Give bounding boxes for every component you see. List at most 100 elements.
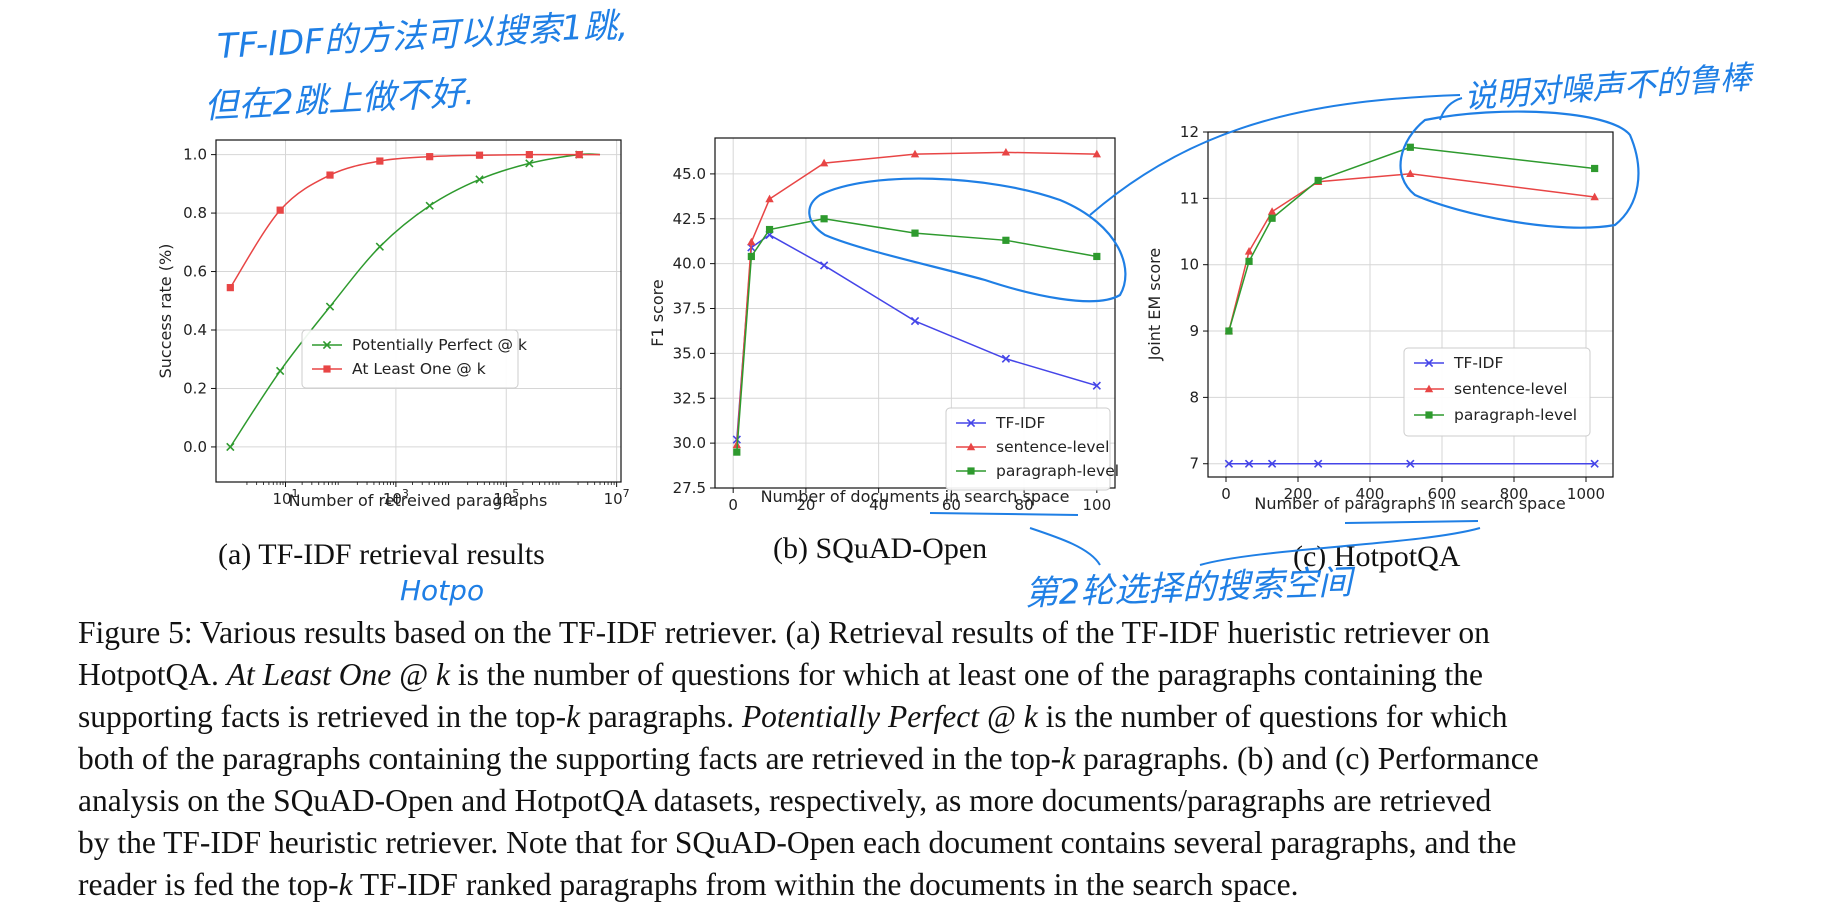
subcaption-b: (b) SQuAD-Open <box>773 532 988 565</box>
chart-hotpotqa: 7 8 9 10 11 12 0 200 400 600 800 1000 Number of par… <box>1145 123 1614 513</box>
legend-label-sentence-level: sentence-level <box>996 438 1109 456</box>
point-at-least-one-k <box>575 151 583 159</box>
point-tf-idf <box>1313 459 1323 468</box>
legend-marker-paragraph-level <box>967 467 975 475</box>
point-paragraph-level <box>733 448 741 456</box>
y-tick-label: 11 <box>1180 189 1199 207</box>
plot-a-marks <box>226 150 601 452</box>
annotation-note-2: 但在2跳上做不好. <box>203 73 475 127</box>
point-at-least-one-k <box>376 157 384 165</box>
point-potentially-perfect-k <box>325 302 335 311</box>
point-at-least-one-k <box>226 284 234 292</box>
annotation-underline-c <box>1344 520 1479 524</box>
subcaption-a: (a) TF-IDF retrieval results <box>218 538 545 571</box>
legend-marker-paragraph-level <box>1425 411 1433 419</box>
plot-a-grid <box>216 140 621 482</box>
caption-line: HotpotQA. At Least One @ k is the number… <box>78 657 1484 692</box>
x-tick-label: 40 <box>869 496 888 514</box>
x-tick-label: 0 <box>1221 485 1231 503</box>
point-paragraph-level <box>1268 214 1276 222</box>
point-potentially-perfect-k <box>525 159 534 168</box>
point-at-least-one-k <box>326 171 334 179</box>
annotation-note-5: Hotpo <box>400 574 484 607</box>
point-paragraph-level <box>765 225 774 234</box>
legend-marker-sentence-level <box>966 442 976 451</box>
legend-label-tf-idf: TF-IDF <box>995 414 1045 432</box>
subcaption-c: (c) HotpotQA <box>1293 540 1461 573</box>
legend-label-at-least-one-k: At Least One @ k <box>352 360 486 378</box>
x-tick-label: 60 <box>942 496 961 514</box>
point-potentially-perfect-k <box>375 242 385 251</box>
legend-marker-tf-idf <box>1424 358 1434 368</box>
y-tick-label: 42.5 <box>673 210 706 228</box>
y-tick-label: 12 <box>1180 123 1199 141</box>
legend-box <box>945 407 1111 491</box>
point-at-least-one-k <box>426 153 434 161</box>
plot-c-legend: TF-IDF sentence-level paragraph-level <box>1403 347 1591 437</box>
y-tick-label: 7 <box>1189 455 1199 473</box>
point-paragraph-level <box>747 252 755 261</box>
annotation-note-1: TF-IDF的方法可以搜索1跳, <box>216 6 628 67</box>
plot-b-ticks: 27.5 30.0 32.5 35.0 37.5 40.0 42.5 45.0 0 20 40 60 8… <box>673 165 1112 514</box>
point-potentially-perfect-k <box>226 442 235 452</box>
legend-label-sentence-level: sentence-level <box>1454 380 1567 398</box>
y-tick-label: 30.0 <box>673 434 706 452</box>
y-tick-label: 32.5 <box>673 389 706 407</box>
point-tf-idf <box>1406 459 1415 468</box>
y-tick-label: 0.0 <box>183 438 207 456</box>
y-tick-label: 40.0 <box>673 255 706 273</box>
plot-a-legend: Potentially Perfect @ k At Least One @ k <box>301 329 527 389</box>
legend-marker-at-least-one-k <box>323 365 331 373</box>
point-at-least-one-k <box>276 206 284 214</box>
point-tf-idf <box>1224 459 1234 468</box>
annotation-note-3: 说明对噪声不的鲁棒 <box>1463 58 1757 116</box>
legend-marker-tf-idf <box>966 418 976 428</box>
plot-b-xlabel: Number of documents in search space <box>761 487 1070 506</box>
y-tick-label: 0.8 <box>183 204 207 222</box>
caption-line: reader is fed the top-k TF-IDF ranked pa… <box>78 867 1299 902</box>
annotation-hook-b <box>1029 527 1101 566</box>
legend-label-paragraph-level: paragraph-level <box>996 462 1119 480</box>
plot-b-ylabel: F1 score <box>648 279 667 346</box>
legend-label-paragraph-level: paragraph-level <box>1454 406 1577 424</box>
point-sentence-level <box>910 149 920 158</box>
point-sentence-level <box>747 237 756 246</box>
legend-box <box>301 329 519 389</box>
annotation-link-to-note3 <box>1439 97 1463 121</box>
y-tick-label: 1.0 <box>183 146 207 164</box>
legend-marker-sentence-level <box>1424 384 1434 393</box>
caption-line: Figure 5: Various results based on the T… <box>78 615 1490 650</box>
plot-a-frame <box>215 139 622 483</box>
legend-label-tf-idf: TF-IDF <box>1453 354 1503 372</box>
x-tick-label: 0 <box>728 496 738 514</box>
y-tick-label: 8 <box>1189 388 1199 406</box>
point-paragraph-level <box>1591 164 1599 173</box>
point-paragraph-level <box>1406 143 1414 151</box>
plot-c-xlabel: Number of paragraphs in search space <box>1254 494 1565 513</box>
point-paragraph-level <box>1314 176 1322 185</box>
chart-squad-open: 27.5 30.0 32.5 35.0 37.5 40.0 42.5 45.0 0 20 40 60 8… <box>648 137 1119 514</box>
point-paragraph-level <box>1225 327 1233 335</box>
point-tf-idf <box>1590 459 1599 468</box>
plot-a-xlabel: Number of retreived paragraphs <box>289 491 548 510</box>
point-potentially-perfect-k <box>425 201 434 210</box>
point-at-least-one-k <box>525 151 533 159</box>
series-line-sentence-level <box>736 151 1097 445</box>
y-tick-label: 37.5 <box>673 300 706 318</box>
x-tick-label: 20 <box>796 496 815 514</box>
point-sentence-level <box>1406 169 1415 177</box>
x-tick-label: 800 <box>1500 485 1529 503</box>
caption-line: analysis on the SQuAD-Open and HotpotQA … <box>78 783 1492 818</box>
y-tick-label: 0.6 <box>183 263 207 281</box>
plot-b-frame <box>714 137 1116 489</box>
point-paragraph-level <box>911 229 919 237</box>
y-tick-label: 0.4 <box>183 321 207 339</box>
y-tick-label: 35.0 <box>673 344 706 362</box>
series-line-potentially-perfect-k <box>229 153 601 448</box>
legend-label-potentially-perfect-k: Potentially Perfect @ k <box>352 336 527 354</box>
series-line-sentence-level <box>1228 173 1595 332</box>
point-tf-idf <box>1001 354 1011 363</box>
x-tick-label: 1000 <box>1567 485 1605 503</box>
plot-c-ticks: 7 8 9 10 11 12 0 200 400 600 800 1000 <box>1180 123 1605 503</box>
